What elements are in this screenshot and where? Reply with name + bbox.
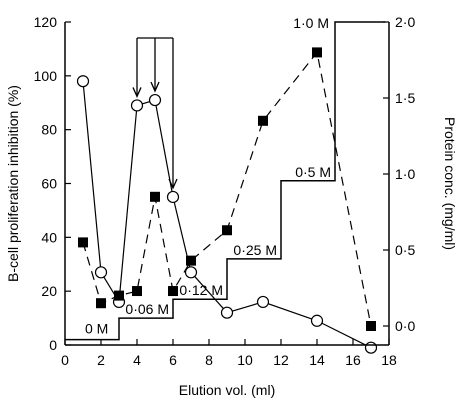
gradient-step-label: 0·06 M — [125, 301, 169, 317]
gradient-step-label: 0·5 M — [295, 164, 331, 180]
y2-tick-label: 0·0 — [395, 318, 415, 334]
inhibition-point — [76, 75, 90, 88]
protein-point — [366, 321, 376, 331]
arrow-head — [168, 178, 178, 190]
x-tick-label: 8 — [205, 352, 213, 368]
protein-point — [78, 237, 88, 248]
y-axis-title: B-cell proliferation inhibition (%) — [5, 85, 21, 282]
x-tick-label: 16 — [345, 352, 361, 368]
inhibition-point — [220, 306, 234, 319]
inhibition-point — [166, 190, 180, 204]
gradient-step-label: 0 M — [85, 321, 108, 337]
x-axis-title: Elution vol. (ml) — [179, 382, 275, 398]
y-tick-label: 120 — [34, 14, 58, 30]
axis-layer: 0 2 4 6 8 10 12 14 16 18 0 20 40 60 80 100 120 0·0 0·5 1·0 1… — [34, 14, 416, 368]
protein-point — [114, 290, 124, 301]
inhibition-point — [130, 99, 144, 112]
y2-tick-label: 1·5 — [395, 90, 415, 106]
protein-point — [258, 115, 268, 126]
x-tick-label: 0 — [61, 352, 69, 368]
inhibition-point — [364, 341, 378, 354]
x-tick-label: 6 — [169, 352, 177, 368]
protein-point — [132, 286, 142, 297]
x-tick-label: 10 — [237, 352, 253, 368]
protein-point — [96, 298, 106, 309]
protein-point — [186, 255, 196, 266]
y2-axis-title: Protein conc. (mg/ml) — [442, 117, 458, 250]
protein-point — [168, 286, 178, 297]
step-gradient-layer: 0 M 0·06 M 0·12 M 0·25 M 0·5 M 1·0 M — [65, 15, 386, 341]
series-layer — [76, 47, 378, 354]
protein-point — [222, 225, 232, 236]
protein-point — [150, 191, 160, 202]
gradient-step-label: 0·25 M — [233, 242, 277, 258]
inhibition-point — [256, 295, 270, 309]
y-tick-label: 100 — [34, 68, 58, 84]
inhibition-point — [148, 93, 162, 107]
y2-tick-label: 0·5 — [395, 242, 415, 258]
y-tick-label: 60 — [41, 176, 57, 192]
arrow-head — [150, 81, 160, 93]
inhibition-point — [94, 266, 108, 279]
inhibition-point — [184, 266, 198, 279]
x-tick-label: 14 — [309, 352, 325, 368]
inhibition-point — [310, 314, 324, 327]
x-tick-label: 12 — [273, 352, 289, 368]
x-tick-label: 2 — [97, 352, 105, 368]
gradient-step-line — [65, 21, 386, 341]
x-tick-label: 18 — [381, 352, 397, 368]
y-tick-label: 0 — [49, 337, 57, 353]
protein-point — [312, 47, 322, 58]
y2-tick-label: 2·0 — [395, 14, 415, 30]
gradient-step-label: 0·12 M — [179, 282, 223, 298]
gradient-step-label: 1·0 M — [293, 15, 329, 31]
y-tick-label: 80 — [41, 122, 57, 138]
x-tick-label: 4 — [133, 352, 141, 368]
arrow-annotation-layer — [132, 37, 178, 190]
arrow-head — [132, 87, 142, 99]
y-tick-label: 20 — [41, 283, 57, 299]
y-tick-label: 40 — [41, 229, 57, 245]
y2-tick-label: 1·0 — [395, 166, 415, 182]
